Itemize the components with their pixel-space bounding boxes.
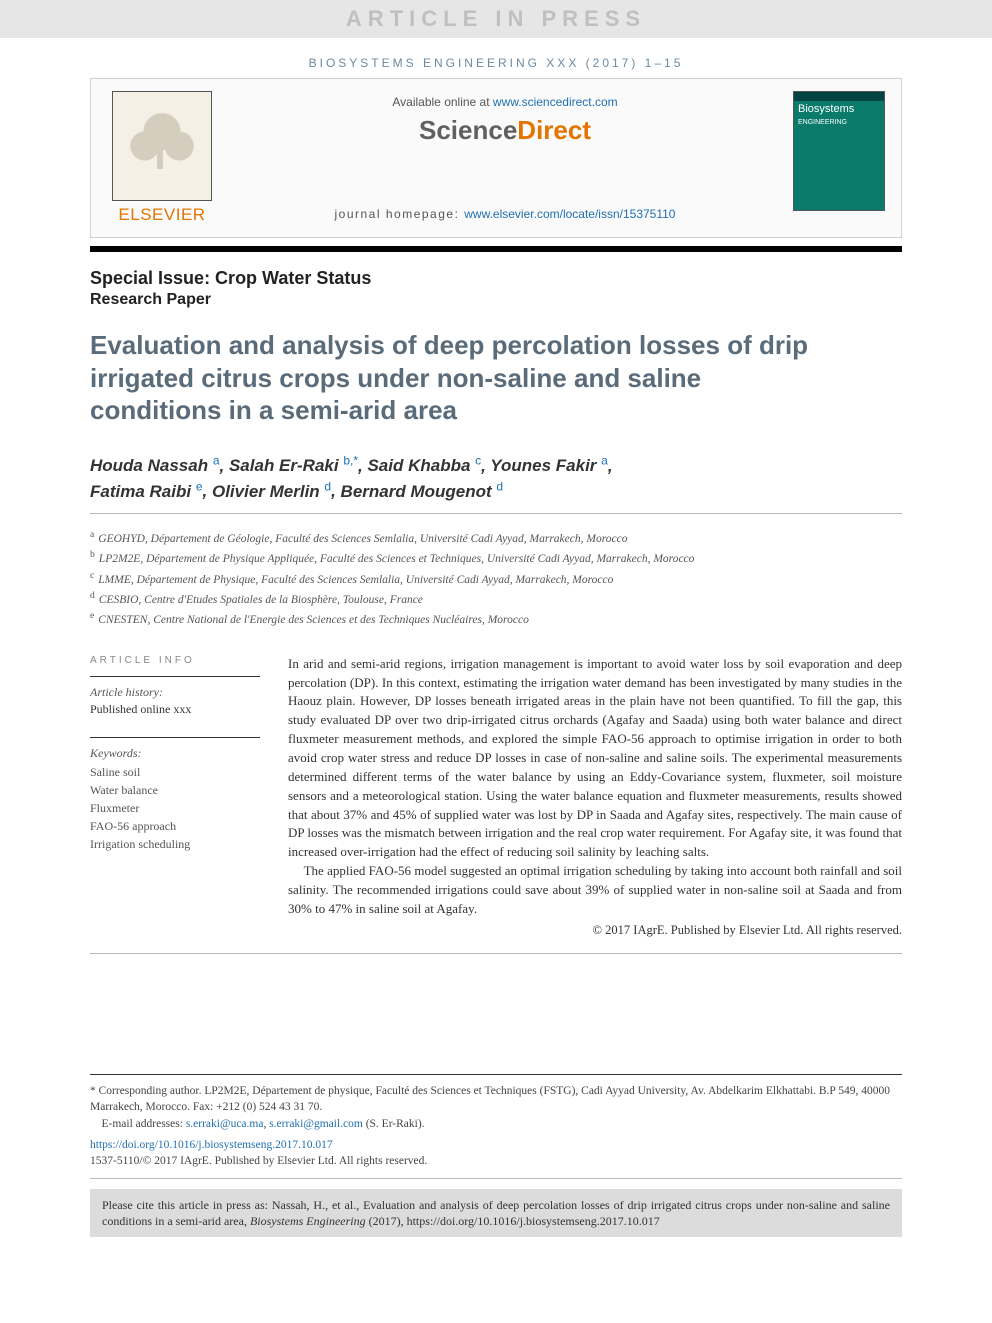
keyword-item: Irrigation scheduling [90, 835, 260, 853]
homepage-label: journal homepage: [335, 207, 465, 221]
article-info-heading: ARTICLE INFO [90, 655, 260, 666]
article-in-press-banner: ARTICLE IN PRESS [0, 0, 992, 38]
history-label: Article history: [90, 685, 260, 700]
author: Houda Nassah a [90, 456, 220, 475]
author: Said Khabba c [367, 456, 481, 475]
affiliation-link[interactable]: a [601, 454, 608, 468]
footnotes-block: * Corresponding author. LP2M2E, Départem… [90, 1074, 902, 1179]
email-line: E-mail addresses: s.erraki@uca.ma, s.err… [90, 1116, 902, 1133]
affiliation-row: cLMME, Département de Physique, Faculté … [90, 569, 902, 589]
author: Fatima Raibi e [90, 482, 203, 501]
article-title: Evaluation and analysis of deep percolat… [90, 329, 810, 427]
keyword-item: FAO-56 approach [90, 817, 260, 835]
journal-homepage-line: journal homepage: www.elsevier.com/locat… [233, 207, 777, 221]
author: Salah Er-Raki b,* [229, 456, 358, 475]
abstract-paragraph: In arid and semi-arid regions, irrigatio… [288, 655, 902, 862]
journal-reference: BIOSYSTEMS ENGINEERING XXX (2017) 1–15 [0, 38, 992, 78]
available-prefix: Available online at [392, 95, 493, 109]
affiliation-row: bLP2M2E, Département de Physique Appliqu… [90, 548, 902, 568]
affiliation-link[interactable]: c [475, 454, 481, 468]
paper-type-label: Research Paper [90, 291, 902, 309]
affiliation-link[interactable]: a [213, 454, 220, 468]
elsevier-tree-icon [112, 91, 212, 201]
affiliation-row: aGEOHYD, Département de Géologie, Facult… [90, 528, 902, 548]
affiliation-link[interactable]: d [324, 479, 331, 493]
history-value: Published online xxx [90, 702, 191, 716]
header-divider-bar [90, 246, 902, 252]
article-info-sidebar: ARTICLE INFO Article history: Published … [90, 655, 260, 939]
author-email-link[interactable]: s.erraki@gmail.com [269, 1118, 363, 1130]
citation-box: Please cite this article in press as: Na… [90, 1189, 902, 1237]
author: Bernard Mougenot d [341, 482, 504, 501]
affiliation-row: dCESBIO, Centre d'Etudes Spatiales de la… [90, 589, 902, 609]
issn-copyright-line: 1537-5110/© 2017 IAgrE. Published by Els… [90, 1153, 902, 1179]
affiliations-block: aGEOHYD, Département de Géologie, Facult… [90, 528, 902, 628]
publisher-header-box: ELSEVIER Available online at www.science… [90, 78, 902, 238]
keyword-item: Water balance [90, 781, 260, 799]
corresponding-author-note: * Corresponding author. LP2M2E, Départem… [90, 1083, 902, 1116]
affiliation-link[interactable]: d [496, 479, 503, 493]
article-history-block: Article history: Published online xxx [90, 676, 260, 717]
abstract-copyright: © 2017 IAgrE. Published by Elsevier Ltd.… [288, 921, 902, 939]
author: Olivier Merlin d [212, 482, 331, 501]
journal-homepage-link[interactable]: www.elsevier.com/locate/issn/15375110 [464, 207, 675, 221]
elsevier-logo: ELSEVIER [107, 91, 217, 225]
authors-list: Houda Nassah a, Salah Er-Raki b,*, Said … [90, 453, 902, 515]
header-center: Available online at www.sciencedirect.co… [233, 91, 777, 225]
sciencedirect-logo: ScienceDirect [233, 115, 777, 146]
available-online-line: Available online at www.sciencedirect.co… [233, 95, 777, 109]
keyword-item: Saline soil [90, 763, 260, 781]
journal-cover-thumbnail: BiosystemsENGINEERING [793, 91, 885, 211]
elsevier-wordmark: ELSEVIER [118, 205, 205, 225]
doi-link[interactable]: https://doi.org/10.1016/j.biosystemseng.… [90, 1139, 333, 1151]
affiliation-link[interactable]: b,* [343, 454, 358, 468]
affiliation-row: eCNESTEN, Centre National de l'Energie d… [90, 609, 902, 629]
abstract-paragraph: The applied FAO-56 model suggested an op… [288, 862, 902, 919]
author: Younes Fakir a [490, 456, 608, 475]
abstract-column: In arid and semi-arid regions, irrigatio… [288, 655, 902, 939]
affiliation-link[interactable]: e [196, 479, 203, 493]
keywords-block: Keywords: Saline soil Water balance Flux… [90, 737, 260, 853]
sciencedirect-link[interactable]: www.sciencedirect.com [493, 95, 618, 109]
special-issue-label: Special Issue: Crop Water Status [90, 268, 902, 289]
keyword-item: Fluxmeter [90, 799, 260, 817]
author-email-link[interactable]: s.erraki@uca.ma [186, 1118, 264, 1130]
keywords-label: Keywords: [90, 746, 260, 761]
